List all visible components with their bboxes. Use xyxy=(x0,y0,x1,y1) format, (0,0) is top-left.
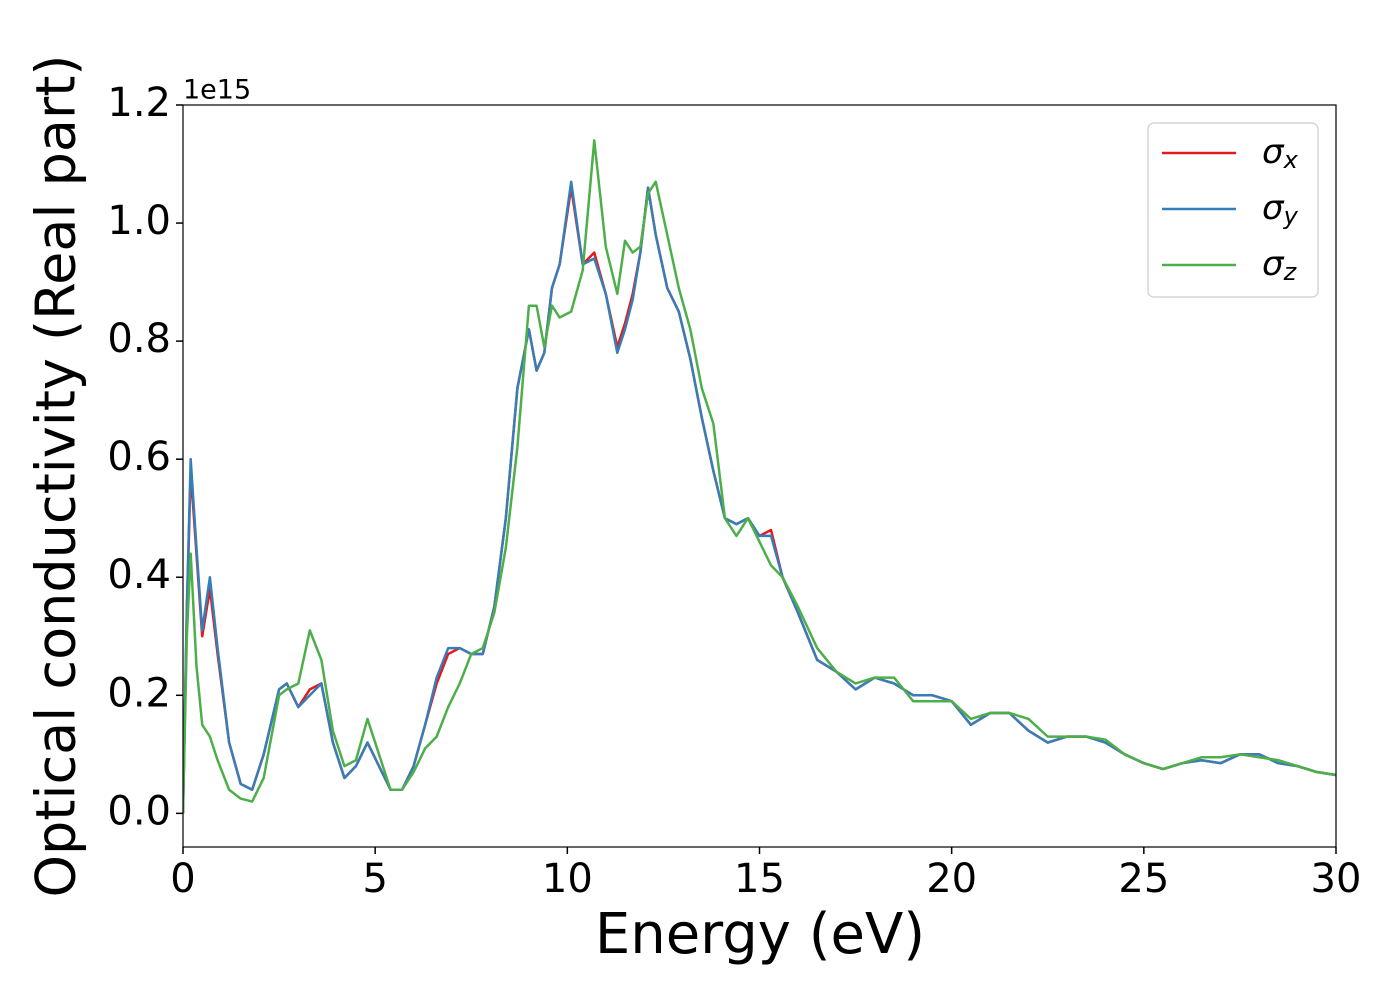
x-axis-label: Energy (eV) xyxy=(595,902,925,967)
y-tick-label: 0.2 xyxy=(107,670,171,716)
y-tick-label: 0.8 xyxy=(107,316,171,362)
y-tick-label: 0.6 xyxy=(107,434,171,480)
legend-label: σx xyxy=(1262,132,1299,175)
x-tick-label: 25 xyxy=(1118,856,1169,902)
x-tick-label: 10 xyxy=(542,856,593,902)
y-tick-label: 1.2 xyxy=(107,80,171,126)
x-tick-label: 30 xyxy=(1311,856,1362,902)
line-series xyxy=(183,139,1336,814)
y-axis-label: Optical conductivity (Real part) xyxy=(25,55,88,898)
y-tick-label: 0.4 xyxy=(107,552,171,598)
x-tick-label: 20 xyxy=(926,856,977,902)
legend-label: σy xyxy=(1262,188,1299,231)
plot-frame xyxy=(182,104,1337,848)
x-tick-label: 15 xyxy=(734,856,785,902)
x-tick-label: 0 xyxy=(170,856,195,902)
y-offset-label: 1e15 xyxy=(183,75,251,106)
line-series xyxy=(183,180,1336,814)
y-tick-label: 0.0 xyxy=(107,788,171,834)
plot-lines xyxy=(183,139,1336,814)
y-tick-label: 1.0 xyxy=(107,198,171,244)
legend-label: σz xyxy=(1262,244,1298,287)
x-tick-label: 5 xyxy=(362,856,387,902)
